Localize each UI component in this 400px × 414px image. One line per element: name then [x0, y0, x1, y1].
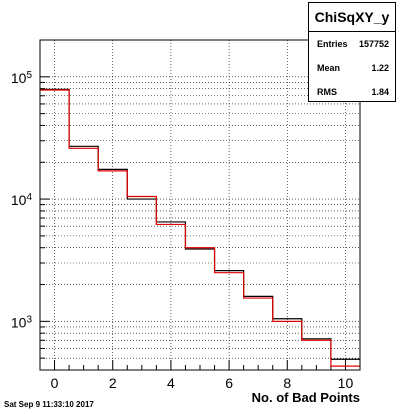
- stats-title: ChiSqXY_y: [309, 3, 395, 32]
- y-tick-label: 104: [11, 192, 33, 209]
- y-tick-exponent: 5: [26, 69, 32, 80]
- plot-background: [40, 40, 360, 370]
- y-tick-base: 10: [11, 70, 27, 86]
- rms-value: 1.84: [371, 87, 389, 97]
- y-tick-base: 10: [11, 314, 27, 330]
- x-tick-label: 6: [225, 375, 233, 391]
- histogram-line-2: [40, 89, 360, 367]
- axis-ticks: [40, 39, 346, 371]
- mean-value: 1.22: [371, 63, 389, 73]
- stats-row-rms: RMS 1.84: [309, 80, 395, 104]
- entries-value: 157752: [358, 39, 389, 49]
- series-group-2: [40, 89, 360, 367]
- rms-label: RMS: [317, 87, 337, 97]
- x-tick-label: 8: [283, 375, 291, 391]
- x-tick-label: 10: [338, 375, 354, 391]
- mean-label: Mean: [317, 63, 341, 73]
- grid-lines: [40, 39, 360, 371]
- stats-box: ChiSqXY_y Entries 157752 Mean 1.22 RMS 1…: [308, 2, 396, 102]
- footer-date: Sat Sep 9 11:33:10 2017: [4, 400, 94, 409]
- y-tick-base: 10: [11, 192, 27, 208]
- y-tick-exponent: 3: [26, 314, 32, 325]
- y-tick-label: 103: [11, 314, 33, 331]
- y-tick-exponent: 4: [26, 192, 32, 203]
- entries-label: Entries: [317, 39, 348, 49]
- stats-row-entries: Entries 157752: [309, 32, 395, 56]
- plot-frame: [39, 39, 361, 371]
- x-tick-label: 4: [167, 375, 175, 391]
- stats-row-mean: Mean 1.22: [309, 56, 395, 80]
- x-axis-title: No. of Bad Points: [251, 390, 360, 405]
- x-tick-label: 0: [51, 375, 59, 391]
- y-tick-label: 105: [11, 69, 33, 86]
- x-tick-label: 2: [109, 375, 117, 391]
